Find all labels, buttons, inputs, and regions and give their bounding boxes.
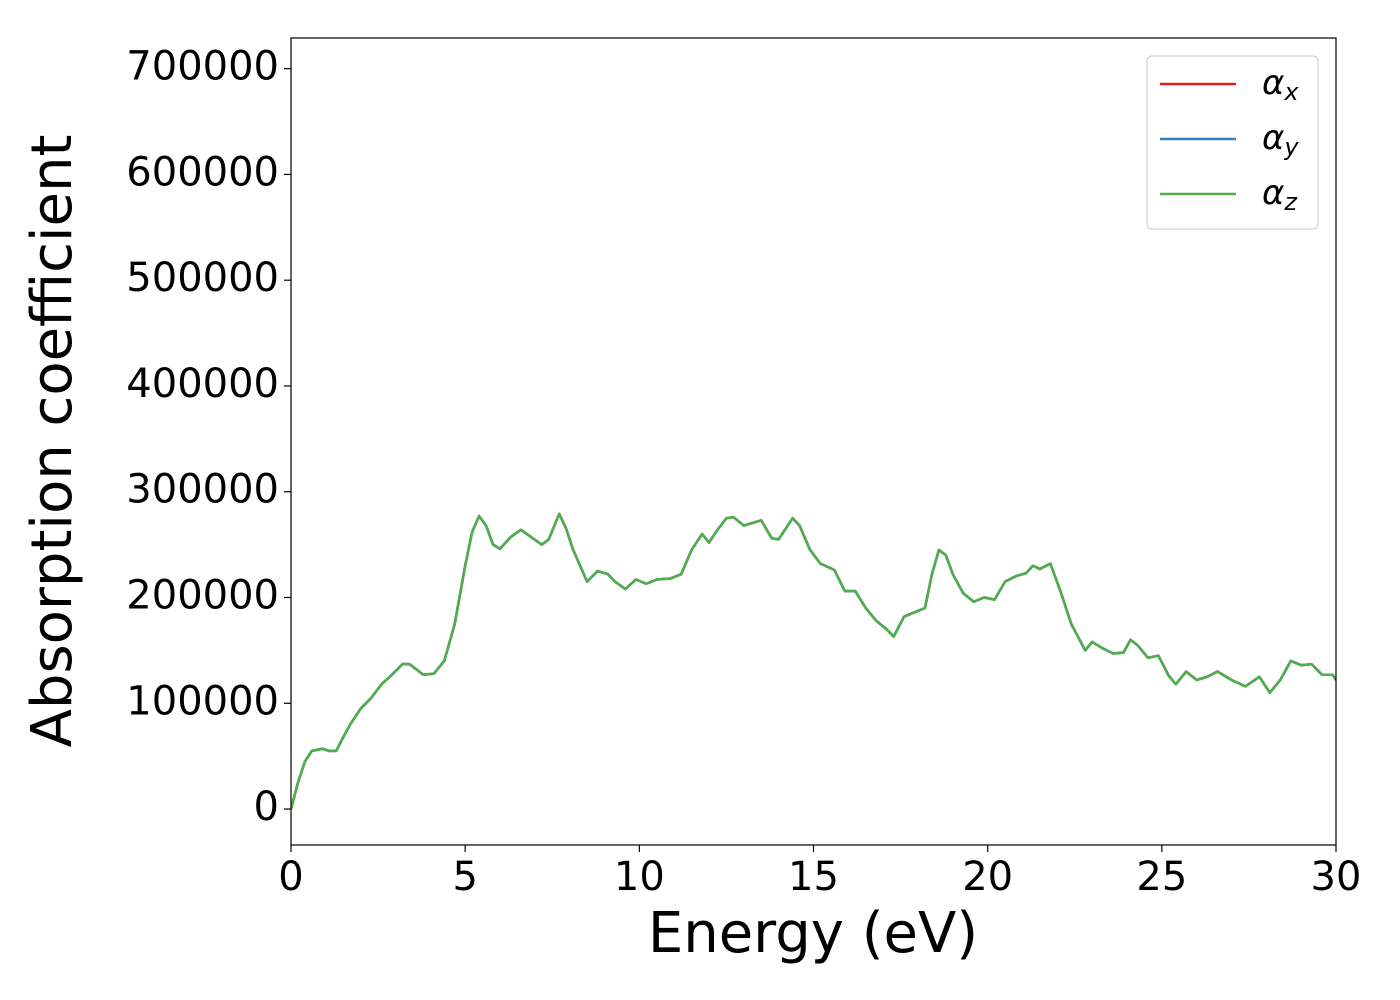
y-axis-label: Absorption coefficient	[20, 135, 85, 748]
y-tick-label: 0	[254, 784, 279, 830]
y-tick-label: 300000	[126, 467, 279, 513]
x-tick-label: 15	[788, 854, 839, 900]
y-tick-label: 400000	[126, 361, 279, 407]
y-tick-label: 200000	[126, 573, 279, 619]
legend-label: αx	[1262, 63, 1299, 107]
x-tick-label: 20	[962, 854, 1013, 900]
x-tick-label: 25	[1136, 854, 1187, 900]
series-line	[291, 512, 1336, 810]
x-axis-label: Energy (eV)	[648, 901, 978, 966]
y-tick-label: 700000	[126, 44, 279, 90]
y-tick-label: 500000	[126, 255, 279, 301]
legend-label: αz	[1262, 173, 1298, 217]
x-tick-label: 5	[452, 854, 477, 900]
x-tick-label: 0	[278, 854, 303, 900]
x-tick-label: 10	[614, 854, 665, 900]
y-tick-label: 600000	[126, 149, 279, 195]
legend-label: αy	[1262, 118, 1299, 162]
plot-frame	[290, 37, 1337, 846]
legend-box	[1146, 55, 1319, 230]
y-tick-label: 100000	[126, 678, 279, 724]
x-tick-label: 30	[1311, 854, 1362, 900]
